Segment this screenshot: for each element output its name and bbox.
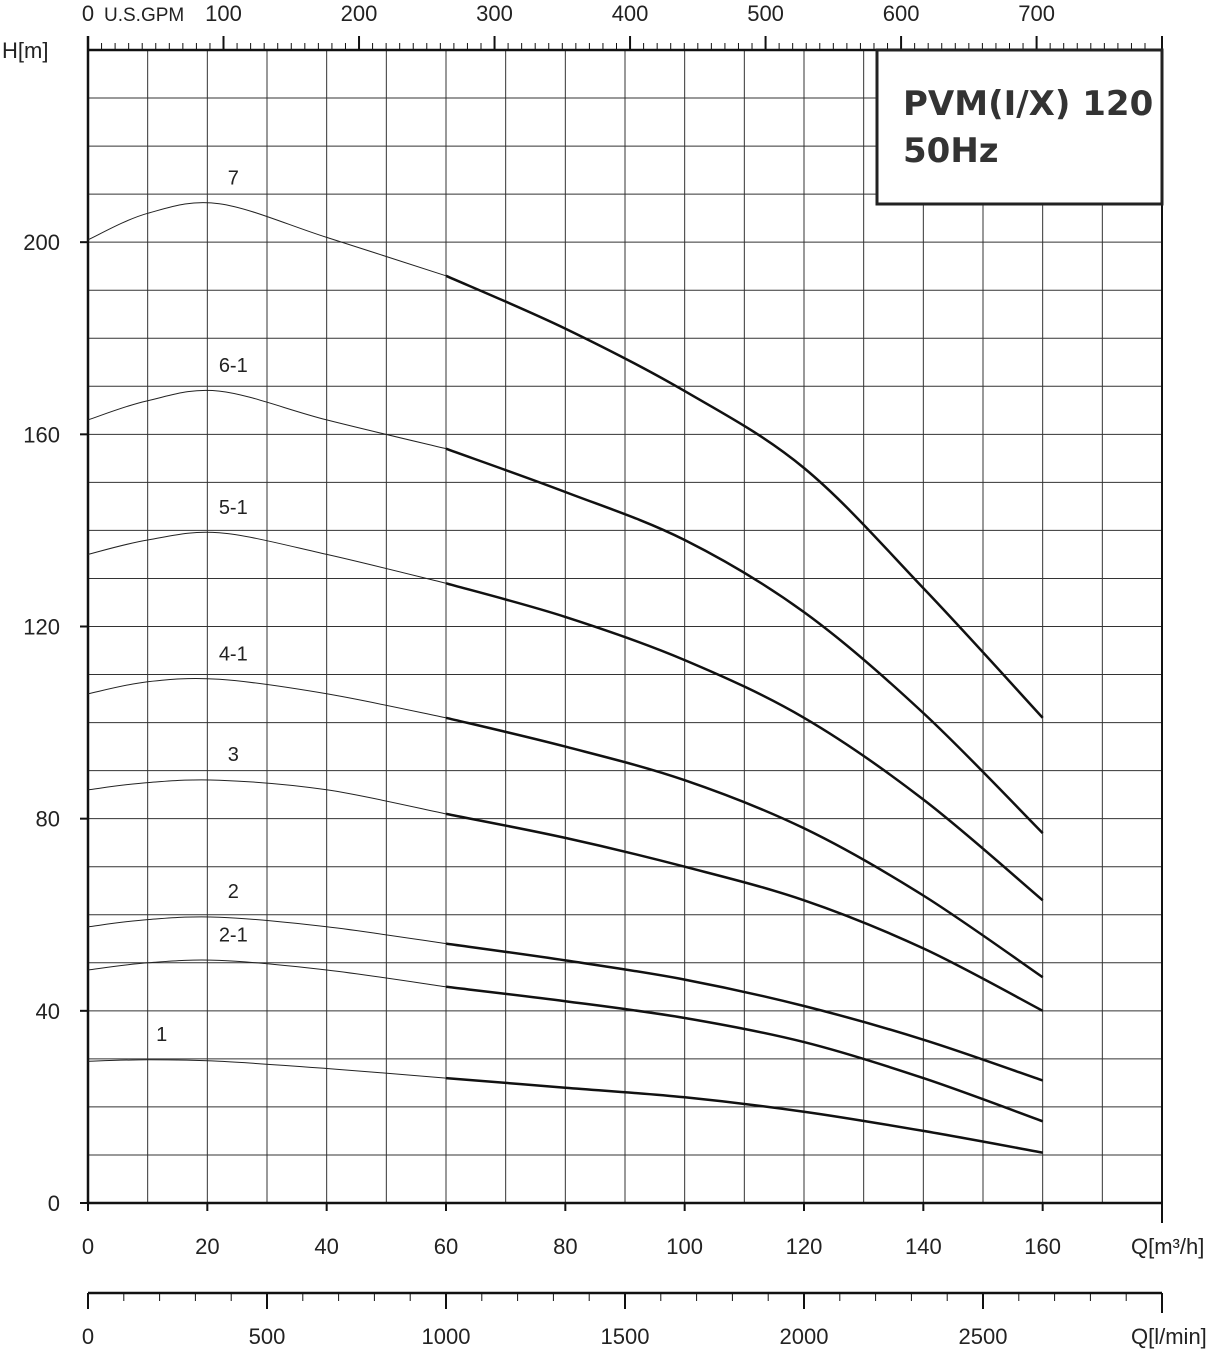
- series-line-low-flow: [87, 959, 447, 988]
- lmin-tick-label: 2000: [780, 1324, 829, 1349]
- series: [87, 202, 1044, 1154]
- series-line-low-flow: [87, 531, 447, 584]
- lmin-tick-label: 1500: [601, 1324, 650, 1349]
- series-line-low-flow: [87, 678, 447, 719]
- top-tick-label: 600: [883, 1, 920, 26]
- x-tick-label: 0: [82, 1234, 94, 1259]
- lmin-tick-label: 500: [249, 1324, 286, 1349]
- curve-label: 4-1: [219, 643, 248, 665]
- top-tick-label: 100: [205, 1, 242, 26]
- series-line: [445, 274, 1044, 719]
- x-tick-label: 80: [553, 1234, 577, 1259]
- x-tick-label: 60: [434, 1234, 458, 1259]
- top-tick-label: 0: [82, 1, 94, 26]
- series-line-low-flow: [87, 202, 447, 277]
- series-line: [445, 985, 1044, 1123]
- curve-label: 2-1: [219, 924, 248, 946]
- grid: [87, 49, 1163, 1204]
- curve-label: 2: [228, 881, 239, 903]
- curve-labels: 7 6-1 5-1 4-1 3 2 2-1 1: [156, 168, 248, 1046]
- curve-label: 5-1: [219, 497, 248, 519]
- x-tick-label: 140: [905, 1234, 942, 1259]
- y-tick-label: 160: [23, 422, 60, 447]
- lmin-tick-label: 0: [82, 1324, 94, 1349]
- curve-label: 6-1: [219, 355, 248, 377]
- x-tick-label: 160: [1024, 1234, 1061, 1259]
- y-tick-label: 200: [23, 230, 60, 255]
- title-box: PVM(I/X) 120 50Hz: [875, 48, 1164, 206]
- series-line: [445, 812, 1044, 1012]
- series-line: [445, 716, 1044, 979]
- y-tick-label: 0: [48, 1191, 60, 1216]
- y-tick-label: 40: [36, 999, 60, 1024]
- top-tick-label: 200: [341, 1, 378, 26]
- top-tick-label: 300: [476, 1, 513, 26]
- top-axis-label: U.S.GPM: [104, 5, 184, 26]
- series-line-low-flow: [87, 389, 447, 450]
- y-tick-label: 80: [36, 807, 60, 832]
- lmin-tick-label: 1000: [422, 1324, 471, 1349]
- series-line: [445, 942, 1044, 1082]
- series-line-low-flow: [87, 1059, 447, 1079]
- series-line-low-flow: [87, 916, 447, 945]
- x-tick-label: 100: [666, 1234, 703, 1259]
- lmin-tick-label: 2500: [959, 1324, 1008, 1349]
- x-tick-label: 40: [314, 1234, 338, 1259]
- y-tick-label: 120: [23, 615, 60, 640]
- series-line: [445, 582, 1044, 902]
- top-tick-label: 400: [612, 1, 649, 26]
- chart-subtitle: 50Hz: [903, 131, 999, 171]
- top-tick-label: 700: [1018, 1, 1055, 26]
- curve-label: 3: [228, 744, 239, 766]
- series-line: [445, 447, 1044, 834]
- chart-title: PVM(I/X) 120: [903, 84, 1153, 124]
- x-tick-label: 20: [195, 1234, 219, 1259]
- title-box-frame: [875, 48, 1164, 206]
- x-axis-label: Q[m³/h]: [1131, 1234, 1204, 1259]
- top-tick-label: 500: [747, 1, 784, 26]
- x-axis-label-secondary: Q[l/min]: [1131, 1324, 1207, 1349]
- curve-label: 7: [228, 168, 239, 190]
- y-axis-label: H[m]: [2, 38, 48, 63]
- series-line: [445, 1076, 1043, 1154]
- x-tick-label: 120: [786, 1234, 823, 1259]
- series-line-low-flow: [87, 779, 447, 815]
- curve-label: 1: [156, 1024, 167, 1046]
